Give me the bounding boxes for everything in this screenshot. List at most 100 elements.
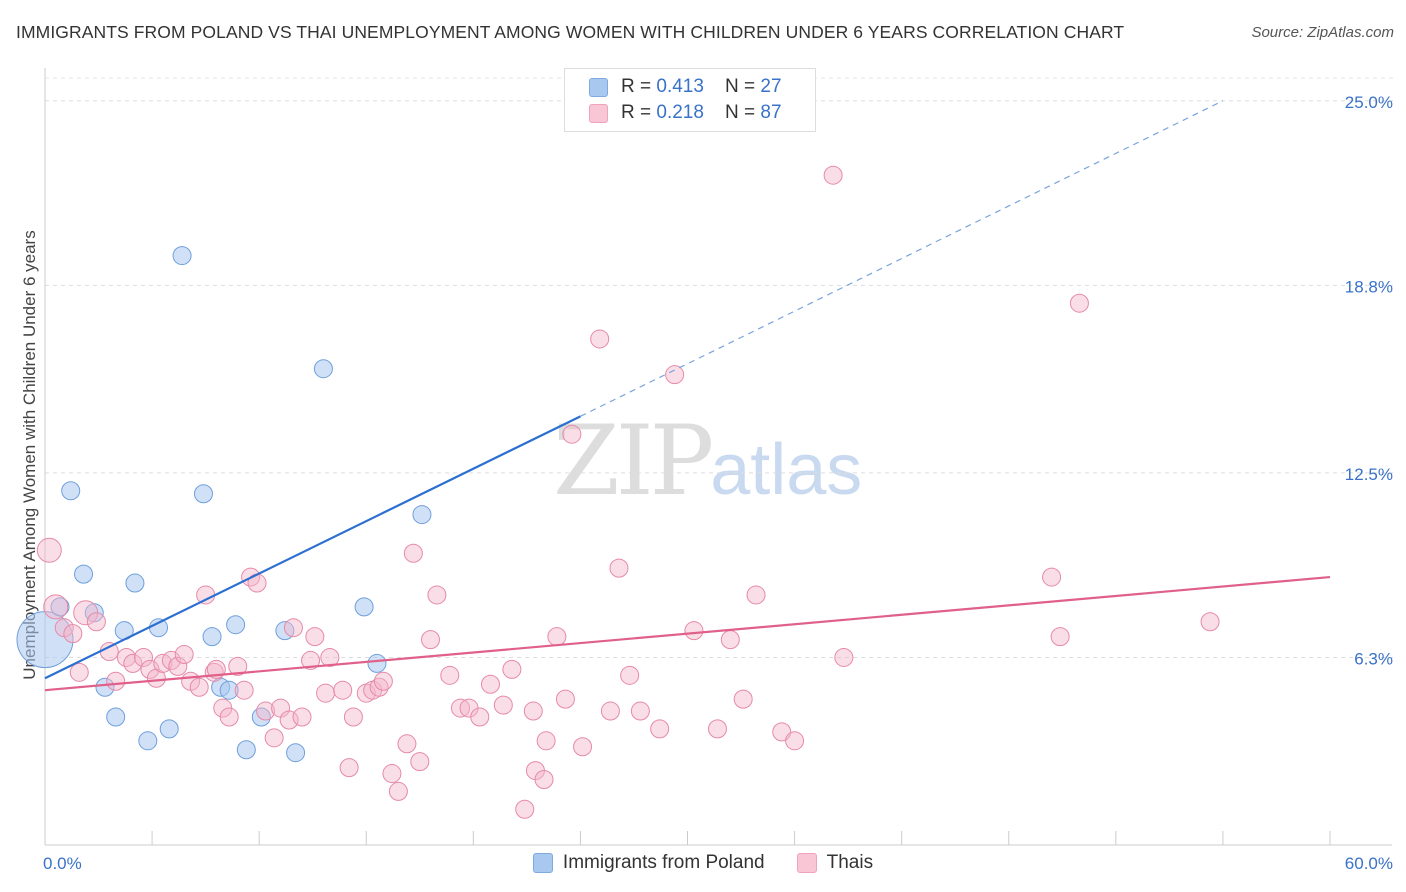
thai-point <box>1042 567 1062 587</box>
thai-point <box>536 731 556 751</box>
poland-point <box>95 677 115 697</box>
poland-point <box>74 564 94 584</box>
legend-n-value: 27 <box>760 76 782 97</box>
thai-point <box>43 594 69 620</box>
thai-point <box>523 701 543 721</box>
legend-stats-thai: R = 0.218 N = 87 <box>621 102 782 124</box>
thai-point <box>534 770 554 790</box>
legend-r-value: 0.413 <box>656 76 704 97</box>
thai-point <box>106 671 126 691</box>
legend-n-value: 87 <box>760 102 782 123</box>
thai-point <box>515 799 535 819</box>
thai-point <box>382 764 402 784</box>
thai-point <box>620 665 640 685</box>
thai-point <box>168 656 188 676</box>
legend-r-label: R = <box>621 102 657 123</box>
y-tick-label: 6.3% <box>1354 649 1393 668</box>
thai-trend-line <box>44 575 1331 692</box>
poland-trend-extension <box>580 100 1224 417</box>
thai-point <box>547 627 567 647</box>
thai-point <box>1050 627 1070 647</box>
thai-point <box>403 543 423 563</box>
series-label-poland: Immigrants from Poland <box>562 852 765 873</box>
thai-point <box>320 647 340 667</box>
watermark-atlas: atlas <box>710 430 863 510</box>
poland-point <box>219 680 239 700</box>
thai-point <box>219 707 239 727</box>
thai-point <box>427 585 447 605</box>
poland-point <box>226 615 246 635</box>
thai-point <box>256 701 276 721</box>
poland-point <box>50 597 70 617</box>
thai-point <box>440 665 460 685</box>
thai-point <box>480 674 500 694</box>
thai-point <box>86 612 106 632</box>
thai-point <box>63 624 83 644</box>
series-swatch-thai <box>796 853 817 873</box>
poland-point <box>172 246 192 266</box>
thai-point <box>785 731 805 751</box>
poland-point <box>412 505 432 525</box>
correlation-legend: R = 0.413 N = 27 R = 0.218 N = 87 <box>564 68 816 132</box>
thai-point <box>410 752 430 772</box>
poland-point <box>138 731 158 751</box>
thai-point <box>174 644 194 664</box>
thai-point <box>834 647 854 667</box>
thai-point <box>502 659 522 679</box>
watermark: ZIPatlas <box>553 405 862 517</box>
poland-point <box>354 597 374 617</box>
thai-point <box>228 656 248 676</box>
thai-point <box>283 618 303 638</box>
legend-swatch-thai <box>589 103 608 123</box>
poland-point <box>202 627 222 647</box>
series-swatch-poland <box>532 853 553 873</box>
series-legend-poland: Immigrants from Poland <box>532 852 765 874</box>
legend-r-label: R = <box>621 76 657 97</box>
thai-point <box>279 710 299 730</box>
poland-point <box>61 481 81 501</box>
poland-point <box>286 743 306 763</box>
legend-swatch-poland <box>589 77 608 97</box>
thai-point <box>733 689 753 709</box>
thai-point <box>665 365 685 385</box>
thai-point <box>388 781 408 801</box>
thai-point <box>196 585 216 605</box>
legend-r-value: 0.218 <box>656 102 704 123</box>
y-tick-label: 18.8% <box>1345 277 1393 296</box>
thai-point <box>339 758 359 778</box>
thai-point <box>134 647 154 667</box>
thai-point <box>1069 293 1089 313</box>
thai-point <box>343 707 363 727</box>
series-legend: Immigrants from Poland Thais <box>0 852 1406 874</box>
thai-point <box>573 737 593 757</box>
legend-n-label: N = <box>725 102 761 123</box>
x-tick-label: 60.0% <box>1345 854 1393 873</box>
thai-point <box>99 642 119 662</box>
poland-point <box>236 740 256 760</box>
thai-point <box>333 680 353 700</box>
poland-point <box>367 653 387 673</box>
thai-point <box>189 677 209 697</box>
thai-point <box>123 653 143 673</box>
y-tick-label: 12.5% <box>1345 465 1393 484</box>
legend-stats-poland: R = 0.413 N = 27 <box>621 76 782 98</box>
thai-point <box>600 701 620 721</box>
poland-point <box>149 618 169 638</box>
thai-point <box>301 650 321 670</box>
thai-point <box>373 671 393 691</box>
thai-point <box>720 630 740 650</box>
thai-point <box>609 558 629 578</box>
thai-point <box>684 621 704 641</box>
thai-point <box>650 719 670 739</box>
thai-point <box>1200 612 1220 632</box>
y-tick-label: 25.0% <box>1345 93 1393 112</box>
chart-title: IMMIGRANTS FROM POLAND VS THAI UNEMPLOYM… <box>16 22 1125 42</box>
thai-point <box>234 680 254 700</box>
thai-point <box>292 707 312 727</box>
legend-n-label: N = <box>725 76 761 97</box>
poland-point <box>159 719 179 739</box>
thai-point <box>397 734 417 754</box>
source-label: Source: ZipAtlas.com <box>1251 24 1394 41</box>
series-legend-thai: Thais <box>796 852 873 874</box>
poland-point <box>106 707 126 727</box>
